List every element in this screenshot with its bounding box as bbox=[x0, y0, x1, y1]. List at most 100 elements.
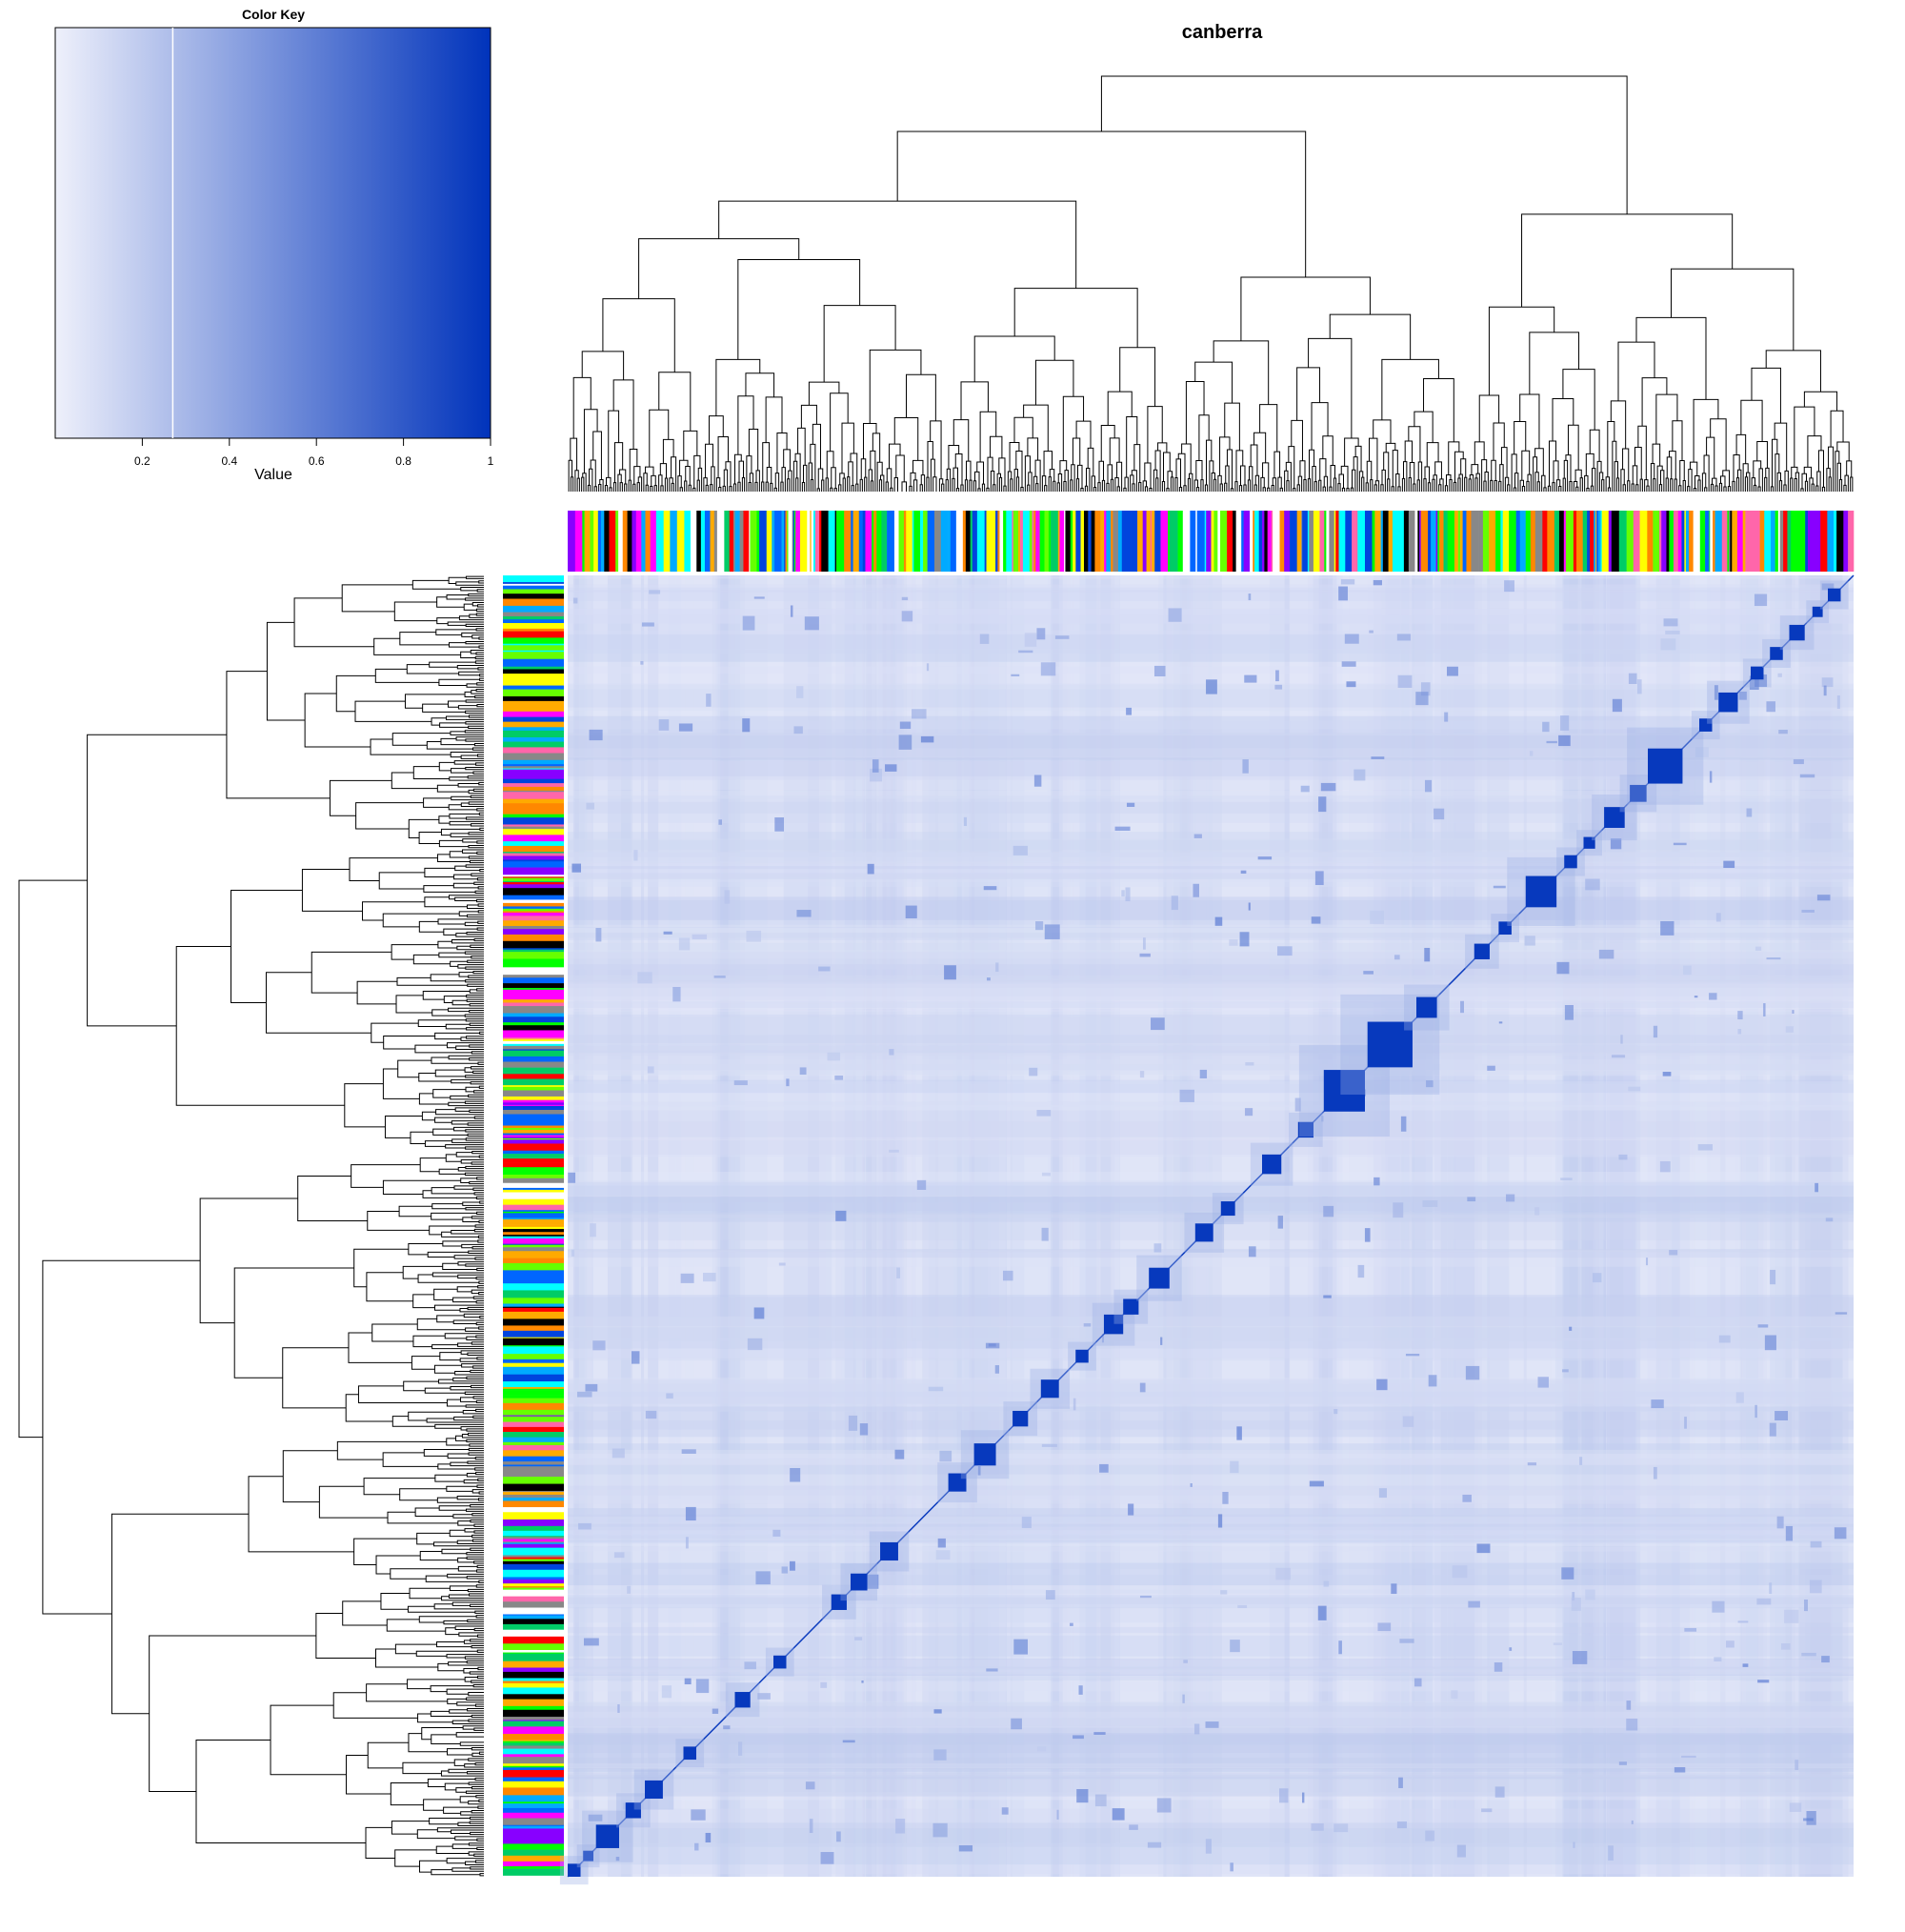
dendrogram-branch bbox=[1481, 459, 1488, 492]
dendrogram-branch bbox=[443, 996, 467, 1003]
column-side-color-cell bbox=[1639, 511, 1648, 572]
heatmap-cell-patch bbox=[1524, 936, 1535, 946]
dendrogram-branch bbox=[449, 820, 484, 826]
row-side-color-cell bbox=[503, 1466, 564, 1472]
dendrogram-branch bbox=[465, 966, 484, 970]
dendrogram-branch bbox=[447, 700, 467, 708]
row-side-color-cell bbox=[503, 1589, 564, 1597]
dendrogram-branch bbox=[746, 455, 752, 492]
row-side-color-cell bbox=[503, 1386, 564, 1390]
dendrogram-branch bbox=[475, 628, 484, 632]
heatmap-cell-patch bbox=[1230, 1460, 1239, 1474]
row-side-color-cell bbox=[503, 912, 564, 916]
row-side-color-cell bbox=[503, 1133, 564, 1136]
color-key-tick-label: 1 bbox=[488, 454, 494, 468]
heatmap-cell-patch bbox=[1542, 721, 1550, 733]
column-side-color-cell bbox=[898, 511, 905, 572]
dendrogram-branch bbox=[568, 459, 572, 492]
heatmap-cell-patch bbox=[1468, 1600, 1480, 1608]
dendrogram-branch bbox=[416, 1318, 466, 1331]
row-side-color-cell bbox=[503, 1694, 564, 1698]
dendrogram-branch bbox=[475, 1335, 484, 1338]
heatmap-cell-patch bbox=[1045, 1590, 1055, 1600]
column-side-color-cell bbox=[784, 511, 786, 572]
dendrogram-branch bbox=[671, 456, 677, 492]
row-side-color-cell bbox=[503, 1013, 564, 1017]
heatmap-band-horizontal bbox=[568, 1711, 1854, 1728]
dendrogram-branch bbox=[466, 998, 484, 1002]
column-side-color-cell bbox=[641, 511, 646, 572]
dendrogram-branch bbox=[662, 438, 674, 464]
heatmap-cell-patch bbox=[1334, 1823, 1349, 1833]
dendrogram-branch bbox=[464, 921, 484, 927]
dendrogram-branch bbox=[464, 1677, 478, 1682]
row-side-color-cell bbox=[503, 615, 564, 620]
dendrogram-branch bbox=[475, 1408, 484, 1413]
dendrogram-branch bbox=[737, 258, 861, 360]
dendrogram-branch bbox=[1338, 473, 1344, 489]
dendrogram-branch bbox=[398, 1205, 432, 1218]
row-side-color-cell bbox=[503, 669, 564, 674]
dendrogram-branch bbox=[457, 1167, 484, 1172]
dendrogram-branch bbox=[1293, 488, 1296, 492]
heatmap-band-horizontal bbox=[568, 720, 1854, 758]
dendrogram-branch bbox=[432, 1089, 467, 1098]
dendrogram-branch bbox=[1194, 361, 1233, 404]
dendrogram-branch bbox=[452, 1297, 477, 1303]
heatmap-band-horizontal bbox=[568, 1474, 1854, 1504]
dendrogram-branch bbox=[1720, 475, 1726, 487]
heatmap-band-horizontal bbox=[568, 1674, 1854, 1680]
dendrogram-branch bbox=[470, 1369, 484, 1374]
dendrogram-branch bbox=[803, 464, 808, 492]
heatmap-cell-patch bbox=[926, 663, 930, 672]
dendrogram-branch bbox=[449, 1709, 484, 1714]
row-side-color-cell bbox=[503, 652, 564, 660]
column-side-color-cell bbox=[1080, 511, 1085, 572]
dendrogram-branch bbox=[465, 699, 484, 703]
heatmap-cell-patch bbox=[691, 1809, 706, 1821]
column-side-color-cell bbox=[1666, 511, 1670, 572]
dendrogram-branch bbox=[582, 473, 587, 492]
dendrogram-branch bbox=[451, 1867, 484, 1872]
heatmap-cell-patch bbox=[1775, 1411, 1789, 1421]
heatmap-band-vertical bbox=[572, 575, 579, 1877]
dendrogram-branch bbox=[1764, 476, 1768, 492]
dendrogram-branch bbox=[645, 466, 654, 476]
heatmap-band-horizontal bbox=[568, 715, 1854, 749]
row-side-color-cell bbox=[503, 1705, 564, 1711]
dendrogram-branch bbox=[954, 453, 963, 485]
heatmap-cell-patch bbox=[637, 972, 652, 984]
heatmap-cell-patch bbox=[647, 1066, 654, 1074]
dendrogram-branch bbox=[460, 651, 476, 659]
column-side-color-cell bbox=[1414, 511, 1418, 572]
row-side-color-cell bbox=[503, 861, 564, 868]
dendrogram-branch bbox=[471, 1786, 484, 1790]
dendrogram-branch bbox=[477, 886, 484, 890]
row-side-color-cell bbox=[503, 1409, 564, 1416]
heatmap-cell-patch bbox=[744, 1661, 756, 1670]
heatmap-cell-patch bbox=[641, 622, 654, 627]
heatmap-cell-patch bbox=[1651, 1399, 1664, 1409]
column-side-color-cell bbox=[1779, 511, 1784, 572]
dendrogram-branch bbox=[451, 768, 473, 774]
dendrogram-branch bbox=[439, 1352, 462, 1361]
dendrogram-branch bbox=[455, 1152, 480, 1157]
dendrogram-branch bbox=[1655, 393, 1678, 445]
heatmap-band-horizontal bbox=[568, 1725, 1854, 1754]
dendrogram-branch bbox=[473, 1560, 484, 1564]
dendrogram-branch bbox=[825, 477, 829, 492]
column-side-color-cell bbox=[1525, 511, 1532, 572]
heatmap-cell-patch bbox=[1757, 1324, 1769, 1328]
dendrogram-branch bbox=[365, 1826, 395, 1860]
dendrogram-branch bbox=[467, 1771, 484, 1775]
column-side-color-cell bbox=[997, 511, 1000, 572]
column-side-color-cell bbox=[1348, 511, 1353, 572]
dendrogram-branch bbox=[1552, 482, 1555, 492]
row-side-color-cell bbox=[503, 1325, 564, 1332]
column-side-color-cell bbox=[1608, 511, 1613, 572]
dendrogram-branch bbox=[460, 1036, 484, 1041]
dendrogram-branch bbox=[1183, 485, 1187, 492]
heatmap-band-horizontal bbox=[568, 1378, 1854, 1412]
dendrogram-branch bbox=[464, 1014, 484, 1017]
column-side-color-cell bbox=[673, 511, 678, 572]
